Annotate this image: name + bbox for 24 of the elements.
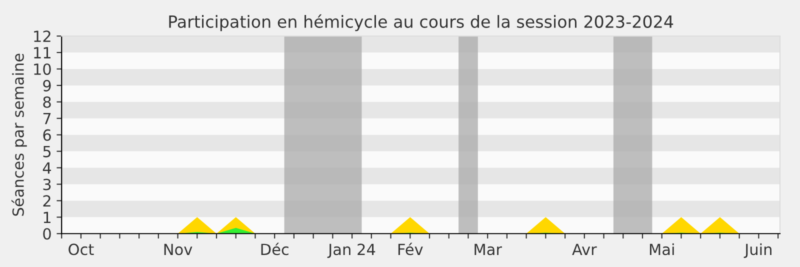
- y-tick-label: 6: [43, 129, 51, 141]
- y-tick-label: 5: [43, 146, 51, 158]
- y-tick-label: 11: [34, 47, 50, 58]
- y-tick-label: 7: [43, 113, 51, 124]
- y-tick-label: 4: [42, 162, 52, 174]
- x-tick-label: Jan 24: [327, 244, 376, 258]
- y-tick-label: 10: [34, 63, 51, 75]
- x-tick-label: Nov: [164, 244, 192, 256]
- x-tick-label: Mai: [650, 243, 674, 256]
- y-tick-label: 12: [34, 30, 50, 42]
- x-tick-label: Mar: [474, 244, 502, 256]
- chart-title: Participation en hémicycle au cours de la session 2023-2024: [169, 14, 674, 32]
- y-tick-label: 2: [43, 195, 50, 206]
- y-tick-label: 0: [43, 228, 51, 240]
- x-tick-label: Juin: [744, 243, 772, 258]
- y-tick-label: 8: [43, 96, 51, 108]
- y-tick-label: 1: [44, 212, 50, 223]
- y-tick-label: 3: [43, 178, 51, 190]
- y-tick-label: 9: [43, 80, 51, 92]
- x-tick-label: Avr: [572, 244, 597, 255]
- x-tick-label: Fév: [398, 242, 423, 256]
- x-tick-label: Déc: [261, 242, 288, 256]
- y-axis-title: Séances par semaine: [11, 54, 27, 216]
- x-tick-label: Oct: [68, 244, 94, 256]
